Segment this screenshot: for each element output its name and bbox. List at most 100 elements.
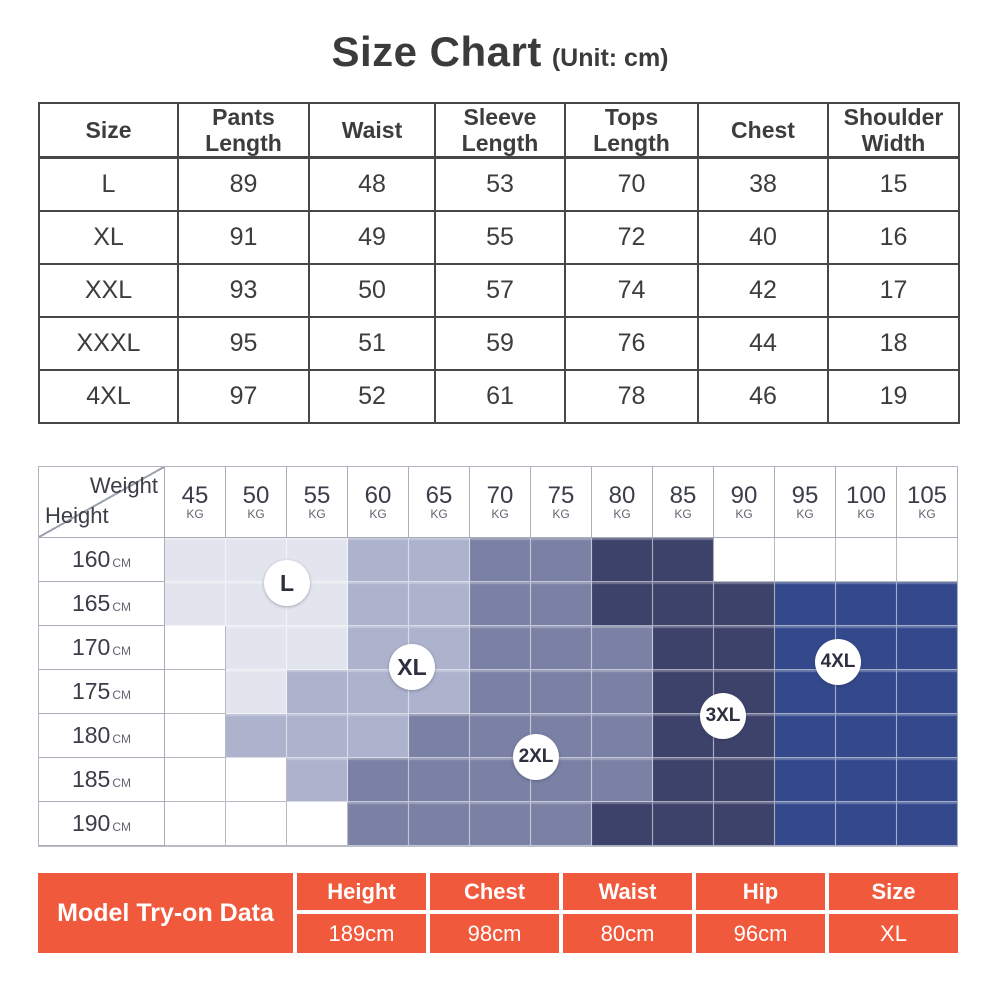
weight-header-cell: 90 KG xyxy=(714,467,775,538)
weight-value: 95 xyxy=(791,482,819,509)
model-table-value: 80cm xyxy=(563,914,692,953)
model-table-header: Chest xyxy=(430,873,559,910)
weight-value: 55 xyxy=(303,482,331,509)
fit-cell xyxy=(653,758,714,802)
corner-height-label: Height xyxy=(45,503,109,528)
fit-cell xyxy=(714,582,775,626)
fit-cell xyxy=(531,538,592,582)
size-table-row: XXXL 95 51 59 76 44 18 xyxy=(38,316,960,371)
fit-cell xyxy=(287,758,348,802)
size-value-cell: 55 xyxy=(434,210,566,265)
model-table-header: Height xyxy=(297,873,426,910)
fit-cell xyxy=(653,538,714,582)
weight-header-cell: 85 KG xyxy=(653,467,714,538)
fit-cell xyxy=(348,538,409,582)
fit-cell xyxy=(775,802,836,846)
weight-unit: KG xyxy=(613,507,631,521)
fit-cell xyxy=(531,670,592,714)
size-zone-bubble: 2XL xyxy=(513,734,559,780)
size-value-cell: 38 xyxy=(697,156,829,212)
fit-cell xyxy=(836,714,897,758)
weight-value: 90 xyxy=(730,482,758,509)
fit-chart-grid: Weight Height 45 KG 50 KG 55 KG 60 KG 65 KG 70 KG 75 KG… xyxy=(38,466,958,847)
model-table-value: 96cm xyxy=(696,914,825,953)
size-value-cell: 44 xyxy=(697,316,829,371)
page-title-unit: (Unit: cm) xyxy=(551,44,669,72)
model-table-header: Waist xyxy=(563,873,692,910)
fit-cell xyxy=(836,582,897,626)
weight-unit: KG xyxy=(796,507,814,521)
fit-cell xyxy=(653,582,714,626)
fit-cell xyxy=(226,758,287,802)
size-table-header-cell: Size xyxy=(38,102,179,159)
height-unit: CM xyxy=(112,555,132,570)
weight-header-cell: 80 KG xyxy=(592,467,653,538)
size-value-cell: 95 xyxy=(177,316,310,371)
model-table-label: Model Try-on Data xyxy=(38,873,293,953)
height-label-cell: 175 CM xyxy=(39,670,165,714)
model-table-value: XL xyxy=(829,914,958,953)
size-zone-bubble: 4XL xyxy=(815,639,861,685)
weight-unit: KG xyxy=(491,507,509,521)
fit-cell xyxy=(470,626,531,670)
weight-unit: KG xyxy=(430,507,448,521)
fit-cell xyxy=(226,626,287,670)
size-table-row: 4XL 97 52 61 78 46 19 xyxy=(38,369,960,424)
weight-unit: KG xyxy=(857,507,875,521)
weight-header-cell: 100 KG xyxy=(836,467,897,538)
fit-cell xyxy=(165,802,226,846)
size-value-cell: 40 xyxy=(697,210,829,265)
weight-value: 100 xyxy=(845,482,887,509)
fit-cell xyxy=(409,714,470,758)
size-value-cell: 15 xyxy=(827,156,960,212)
fit-cell xyxy=(592,714,653,758)
fit-cell xyxy=(592,670,653,714)
fit-cell xyxy=(897,802,958,846)
height-unit: CM xyxy=(112,819,132,834)
size-value-cell: 52 xyxy=(308,369,436,424)
size-value-cell: 49 xyxy=(308,210,436,265)
fit-cell xyxy=(348,802,409,846)
weight-header-cell: 95 KG xyxy=(775,467,836,538)
size-name-cell: XL xyxy=(38,210,179,265)
size-table: Size Pants Length Waist Sleeve Length Tops L… xyxy=(38,102,960,424)
size-table-row: L 89 48 53 70 38 15 xyxy=(38,156,960,212)
size-table-header-cell: Shoulder Width xyxy=(827,102,960,159)
size-zone-bubble: L xyxy=(264,560,310,606)
size-name-cell: XXL xyxy=(38,263,179,318)
height-unit: CM xyxy=(112,731,132,746)
fit-cell xyxy=(165,582,226,626)
fit-cell xyxy=(775,758,836,802)
height-unit: CM xyxy=(112,643,132,658)
fit-cell xyxy=(531,582,592,626)
weight-unit: KG xyxy=(369,507,387,521)
fit-cell xyxy=(470,538,531,582)
fit-chart-corner-cell: Weight Height xyxy=(39,467,165,538)
fit-cell xyxy=(775,538,836,582)
fit-cell xyxy=(470,670,531,714)
weight-unit: KG xyxy=(918,507,936,521)
fit-cell xyxy=(897,582,958,626)
size-value-cell: 46 xyxy=(697,369,829,424)
weight-header-cell: 65 KG xyxy=(409,467,470,538)
weight-unit: KG xyxy=(308,507,326,521)
fit-cell xyxy=(287,670,348,714)
fit-cell xyxy=(897,626,958,670)
page-title: Size Chart (Unit: cm) xyxy=(0,28,1000,76)
height-value: 175 xyxy=(71,678,111,704)
model-table-header: Hip xyxy=(696,873,825,910)
height-unit: CM xyxy=(112,599,132,614)
weight-value: 70 xyxy=(486,482,514,509)
fit-cell xyxy=(836,538,897,582)
size-value-cell: 50 xyxy=(308,263,436,318)
weight-value: 60 xyxy=(364,482,392,509)
size-table-body: L 89 48 53 70 38 15 XL 91 49 55 72 40 16 XXL 93 50 57 74 42… xyxy=(38,156,960,424)
weight-unit: KG xyxy=(735,507,753,521)
fit-cell xyxy=(287,714,348,758)
fit-cell xyxy=(226,670,287,714)
model-try-on-table: Model Try-on Data Height Chest Waist Hip Size… xyxy=(38,873,958,953)
height-value: 185 xyxy=(71,766,111,792)
size-value-cell: 61 xyxy=(434,369,566,424)
size-table-header-cell: Tops Length xyxy=(564,102,699,159)
